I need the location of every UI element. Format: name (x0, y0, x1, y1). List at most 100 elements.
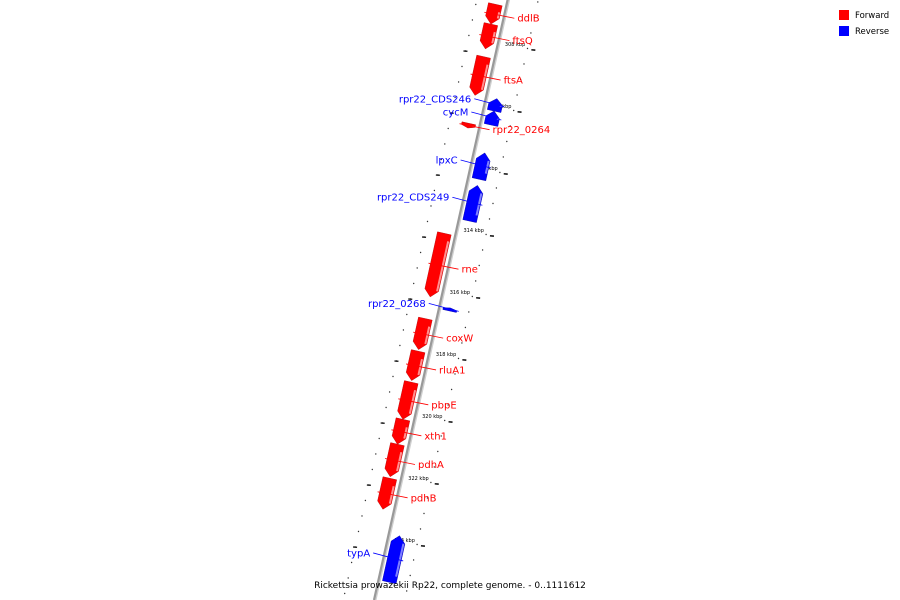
ruler-dot (526, 47, 529, 50)
ruler-dot (375, 453, 377, 455)
ruler-dot (461, 342, 463, 344)
ruler-tick-label: 324 kbp (395, 538, 415, 544)
gene-leader-line (474, 98, 505, 108)
ruler-dot (495, 187, 498, 189)
legend: Forward Reverse (839, 10, 889, 37)
legend-swatch-forward (839, 10, 849, 20)
gene-leader-line (377, 491, 408, 499)
ruler-dot (471, 19, 474, 21)
ruler-dot (468, 311, 470, 313)
ruler-dot (409, 574, 411, 577)
ruler-dot (426, 497, 429, 499)
gene-label[interactable]: rpr22_CDS246 (399, 94, 471, 105)
ruler-dot (357, 530, 360, 533)
gene-leader-line (413, 331, 444, 339)
ruler-dot (488, 218, 491, 220)
ruler-dot (450, 388, 453, 391)
gene-rne[interactable] (424, 231, 452, 298)
ruler-dot (513, 109, 515, 112)
gene-ftsQ[interactable] (479, 22, 498, 50)
gene-pdhA[interactable] (384, 442, 405, 477)
backbone-line (372, 0, 511, 600)
gene-label[interactable]: rluA1 (439, 365, 465, 376)
ruler-dot (416, 267, 418, 269)
ruler-dot (492, 202, 494, 205)
legend-label-forward: Forward (855, 11, 889, 21)
ruler-dot (392, 375, 394, 378)
ruler-dot (371, 468, 373, 471)
ruler-dot (475, 3, 477, 6)
ruler-dot (499, 171, 501, 174)
gene-label[interactable]: rne (461, 265, 477, 276)
ruler-dot (347, 577, 349, 579)
gene-leader-line (384, 458, 416, 465)
ruler-dot (481, 249, 484, 251)
ruler-tick-label: 318 kbp (436, 352, 456, 358)
gene-label[interactable]: lpxC (436, 156, 458, 167)
gene-label[interactable]: rpr22_0268 (368, 299, 426, 310)
gene-leader-line (470, 73, 501, 81)
gene-rpr22_0264[interactable] (461, 121, 476, 129)
ruler-tick-label: 308 kbp (505, 42, 525, 48)
ruler-dot (519, 78, 522, 81)
gene-coxW[interactable] (412, 316, 433, 350)
gene-label[interactable]: coxW (446, 334, 473, 345)
ruler-dot (423, 512, 425, 515)
gene-cycM[interactable] (483, 110, 500, 127)
gene-leader-line (428, 262, 459, 270)
gene-rluA1[interactable] (405, 349, 426, 381)
ruler-dot (419, 251, 422, 254)
ruler-dot (364, 499, 367, 502)
gene-lpxC[interactable] (471, 152, 491, 182)
gene-label[interactable]: pbpE (431, 400, 456, 411)
gene-typA[interactable] (382, 535, 406, 585)
ruler-dot (426, 220, 429, 223)
ruler-dot (447, 127, 449, 130)
ruler-dot (416, 543, 418, 546)
gene-label[interactable]: cycM (443, 107, 469, 118)
ruler-dot (468, 34, 470, 37)
gene-label[interactable]: ftsA (504, 76, 523, 87)
gene-label[interactable]: pdhA (418, 460, 444, 471)
ruler-dot (344, 592, 346, 595)
ruler-dot (388, 391, 391, 393)
genome-caption: Rickettsia prowazekii Rp22, complete gen… (314, 581, 586, 591)
gene-leader-line (452, 196, 483, 206)
ruler-dot (509, 125, 511, 127)
gene-label[interactable]: typA (347, 548, 370, 559)
ruler-dot (406, 590, 408, 592)
gene-leader-line (484, 11, 515, 19)
gene-xth1[interactable] (391, 417, 411, 445)
gene-label[interactable]: ftsQ (512, 36, 532, 47)
gene-label[interactable]: xth1 (424, 431, 447, 442)
gene-label[interactable]: pdhB (411, 493, 437, 504)
ruler-tick-label: 316 kbp (450, 290, 470, 296)
ruler-dot (447, 404, 449, 406)
legend-label-reverse: Reverse (855, 27, 889, 37)
ruler-dot (537, 1, 539, 3)
gene-ftsA[interactable] (469, 54, 491, 96)
gene-label[interactable]: ddlB (517, 14, 539, 25)
backbone-highlight (374, 0, 511, 600)
gene-leader-line (398, 398, 429, 406)
gene-leader-line (479, 34, 510, 41)
gene-label[interactable]: rpr22_0264 (493, 125, 551, 136)
ruler-tick-label: 322 kbp (408, 476, 428, 482)
gene-ddlB[interactable] (485, 2, 503, 25)
ruler-dot (485, 233, 487, 236)
gene-label[interactable]: rpr22_CDS249 (377, 193, 449, 204)
ruler-dot (454, 96, 456, 99)
ruler-tick-label: 314 kbp (464, 228, 484, 234)
ruler-dot (406, 313, 408, 316)
ruler-dot (516, 94, 518, 96)
ruler-dot (475, 280, 477, 282)
gene-features (377, 2, 503, 585)
gene-pbpE[interactable] (397, 380, 419, 420)
ruler-dot (440, 158, 442, 161)
ruler-dot (430, 481, 432, 484)
ruler-dot (478, 264, 480, 267)
gene-pdhB[interactable] (377, 476, 397, 510)
ruler-dot (502, 156, 504, 158)
ruler-dot (402, 329, 405, 331)
gene-labels: ddlB ftsQ ftsA rpr22_CDS246 cycM rpr22_0264lp… (347, 11, 551, 562)
